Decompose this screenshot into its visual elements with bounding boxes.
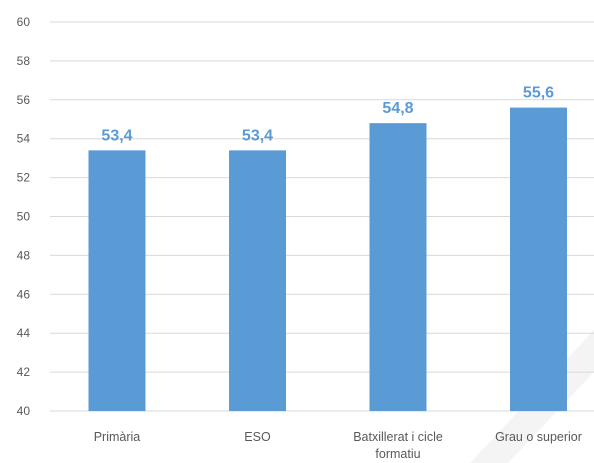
data-label: 53,4: [101, 127, 132, 144]
bar-3: [369, 123, 427, 411]
x-tick-label: Primària: [94, 430, 141, 444]
y-tick-label: 42: [17, 365, 31, 379]
x-tick-label: Grau o superior: [495, 430, 582, 444]
y-tick-label: 60: [17, 15, 31, 29]
x-tick-label: ESO: [244, 430, 271, 444]
data-label: 54,8: [382, 100, 413, 117]
data-label: 55,6: [523, 85, 554, 102]
y-tick-label: 46: [17, 287, 31, 301]
y-tick-label: 40: [17, 404, 31, 418]
y-tick-label: 44: [17, 326, 31, 340]
y-tick-label: 56: [17, 93, 31, 107]
bars: [88, 107, 567, 411]
data-labels: 53,4 53,4 54,8 55,6: [101, 85, 554, 145]
x-axis-tick-labels: Primària ESO Batxillerat i cicle formatiu Gr…: [94, 430, 582, 461]
y-tick-label: 58: [17, 54, 31, 68]
y-tick-label: 50: [17, 210, 31, 224]
data-label: 53,4: [242, 127, 273, 144]
x-tick-label: Batxillerat i cicle: [353, 430, 443, 444]
bar-1: [88, 150, 146, 411]
y-axis-tick-labels: 40 42 44 46 48 50 52 54 56 58 60: [17, 15, 31, 418]
bar-2: [229, 150, 286, 411]
y-tick-label: 54: [17, 132, 31, 146]
x-tick-label: formatiu: [375, 447, 420, 461]
bar-4: [510, 107, 567, 411]
y-tick-label: 48: [17, 248, 31, 262]
y-tick-label: 52: [17, 171, 31, 185]
